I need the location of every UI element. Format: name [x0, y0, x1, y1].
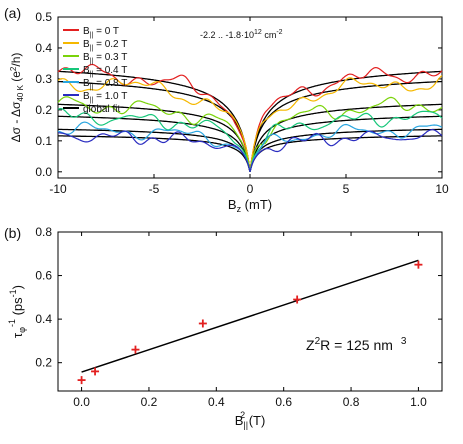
legend-label: B|| = 0.3 T — [83, 52, 127, 65]
data-curve-5 — [57, 121, 443, 172]
fit-line — [81, 259, 419, 373]
fit-curve-4 — [58, 115, 442, 172]
x-tick-label: 0 — [247, 182, 254, 196]
y-tick-label: 0.2 — [35, 356, 52, 370]
legend-label: B|| = 0.2 T — [83, 39, 127, 52]
panel-a-label: (a) — [4, 5, 21, 21]
fit-curve-6 — [58, 135, 442, 172]
x-tick-label: 0.6 — [275, 395, 292, 409]
legend: B|| = 0 TB|| = 0.2 TB|| = 0.3 TB|| = 0.4… — [63, 26, 127, 115]
x-tick-label: 10 — [435, 182, 449, 196]
panel-b-label: (b) — [4, 225, 21, 241]
x-axis-label: Bz (mT) — [228, 197, 272, 214]
legend-label: B|| = 0.8 T — [83, 78, 127, 91]
x-tick-label: 0.2 — [141, 395, 158, 409]
y-tick-label: 0.8 — [35, 225, 52, 239]
y-tick-label: 0.6 — [35, 269, 52, 283]
x-tick-label: 5 — [343, 182, 350, 196]
x-tick-label: 0.0 — [73, 395, 90, 409]
panel-b: (b) 0.2 0.4 0.6 0.8 0.0 0.2 0.4 0.6 0.8 1.0 B||2 (… — [4, 225, 443, 430]
y-tick-label: 0.3 — [35, 72, 52, 86]
data-point — [293, 295, 302, 304]
y-tick-label: 0.5 — [35, 10, 52, 24]
y-tick-label: 0.0 — [35, 165, 52, 179]
y-tick-label: 0.4 — [35, 312, 52, 326]
legend-label: global fit — [83, 104, 120, 115]
y-tick-label: 0.4 — [35, 41, 52, 55]
y-tick-label: 0.2 — [35, 103, 52, 117]
panel-b-frame — [57, 231, 443, 392]
legend-label: B|| = 0.4 T — [83, 65, 127, 78]
data-curve-6 — [58, 128, 443, 172]
x-axis-label: B||2 (T) — [235, 410, 266, 430]
panel-a: (a) 0.0 0.1 0.2 0.3 0.4 0.5 -10 -5 0 5 10 Bz (mT) Δσ… — [4, 5, 449, 214]
panel-b-plot-area: 0.2 0.4 0.6 0.8 0.0 0.2 0.4 0.6 0.8 1.0 B||2 (T) τφ… — [7, 225, 443, 430]
panel-a-plot-area: 0.0 0.1 0.2 0.3 0.4 0.5 -10 -5 0 5 10 Bz (mT) Δσ - Δ… — [9, 10, 449, 214]
y-tick-label: 0.1 — [35, 134, 52, 148]
x-tick-label: -5 — [149, 182, 160, 196]
data-point — [131, 345, 140, 354]
x-tick-label: 0.8 — [343, 395, 360, 409]
data-point — [91, 367, 100, 376]
x-tick-label: -10 — [49, 182, 67, 196]
data-point — [414, 260, 423, 269]
density-annotation: -2.2 .. -1.8·1012 cm-2 — [200, 29, 283, 40]
y-axis-label: Δσ - Δσ40 K (e2/h) — [9, 53, 25, 143]
z2r-annotation: Z2R = 125 nm 3 — [306, 336, 407, 353]
data-point — [77, 376, 86, 385]
x-tick-label: 1.0 — [410, 395, 427, 409]
legend-label: B|| = 1.0 T — [83, 91, 127, 104]
x-tick-label: 0.4 — [208, 395, 225, 409]
data-curves — [57, 63, 443, 172]
y-axis-label: τφ-1 (ps-1) — [7, 285, 27, 338]
data-point — [198, 319, 207, 328]
legend-label: B|| = 0 T — [83, 26, 119, 39]
